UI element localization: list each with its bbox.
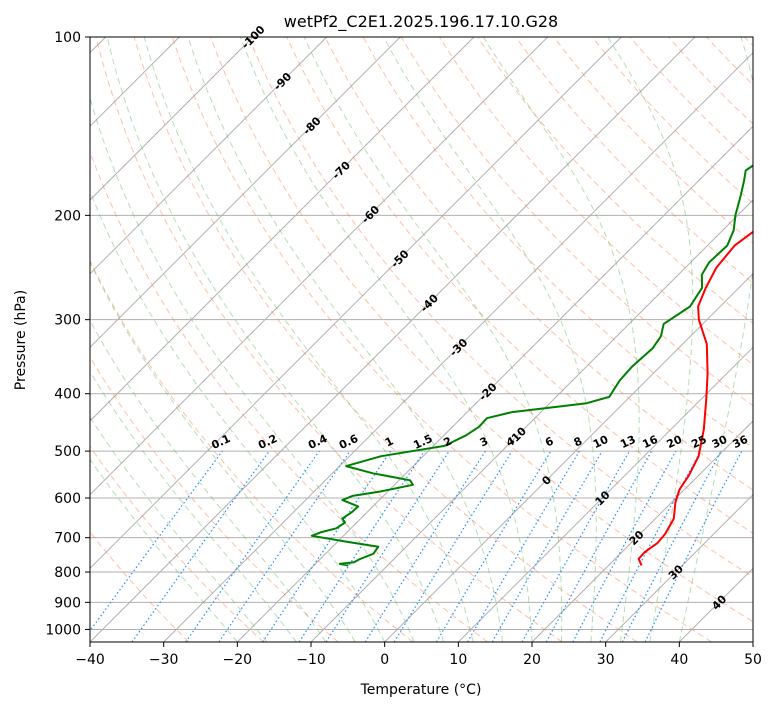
plot-frame	[89, 36, 754, 643]
dry-adiabat-line	[133, 37, 638, 642]
mixing-ratio-line	[521, 450, 631, 642]
y-tick-label: 200	[54, 208, 81, 224]
y-tick-label: 400	[54, 387, 81, 403]
x-tick-label: 50	[744, 652, 762, 668]
mixing-ratio-line	[393, 450, 513, 642]
mixing-ratio-line	[90, 450, 223, 632]
y-tick-label: 1000	[45, 622, 81, 638]
y-tick-label: 600	[54, 491, 81, 507]
mixing-ratio-line	[572, 450, 677, 642]
x-tick-label: 0	[380, 652, 389, 668]
mixing-ratio-line	[325, 450, 450, 642]
moist-adiabat-line	[90, 416, 268, 642]
dry-adiabat-line	[362, 37, 753, 449]
moist-adiabat-line	[239, 37, 533, 642]
isotherm-line	[457, 346, 753, 642]
mixing-ratio-line	[545, 450, 653, 642]
isotherm-line	[384, 272, 753, 642]
dewpoint-profile	[310, 164, 753, 567]
dry-adiabat-line	[477, 37, 753, 325]
mixing-ratio-line	[298, 450, 425, 642]
isotherm-line	[90, 37, 401, 349]
y-tick-label: 100	[54, 30, 81, 46]
mixing-ratio-line	[218, 450, 351, 642]
isotherm-line	[90, 37, 254, 201]
x-tick-label: 10	[449, 652, 467, 668]
moist-adiabat-line	[90, 370, 297, 642]
chart-title: wetPf2_C2E1.2025.196.17.10.G28	[284, 12, 558, 32]
mixing-ratio-label: 10	[591, 433, 611, 451]
moist-adiabat-line	[106, 37, 445, 642]
x-tick-label: −30	[149, 652, 179, 668]
temperature-profile	[637, 230, 753, 566]
y-tick-label: 800	[54, 565, 81, 581]
moist-adiabat-line	[482, 37, 640, 642]
moist-adiabat-line	[678, 37, 753, 642]
mixing-ratio-line	[131, 450, 270, 642]
mixing-ratio-label: 25	[689, 433, 708, 451]
background-lines	[90, 37, 753, 642]
mixing-ratio-label: 13	[618, 433, 637, 451]
moist-adiabat-line	[90, 319, 327, 642]
isotherm-line	[90, 37, 622, 570]
moist-adiabat-line	[383, 37, 597, 642]
dry-adiabat-line	[90, 445, 264, 642]
isotherm-line	[90, 37, 475, 422]
dry-adiabat-line	[629, 37, 753, 165]
isotherm-line	[90, 37, 549, 496]
y-tick-label: 500	[54, 444, 81, 460]
isotherm-line	[163, 51, 753, 642]
dry-adiabat-line	[90, 259, 414, 642]
moist-adiabat-line	[90, 458, 238, 642]
sounding-series	[310, 164, 753, 567]
dry-adiabat-line	[591, 37, 753, 204]
plot-area	[90, 37, 753, 642]
isotherm-line	[605, 493, 753, 642]
dry-adiabat-line	[95, 37, 563, 642]
mixing-ratio-label: 16	[640, 433, 660, 451]
moist-adiabat-line	[90, 260, 356, 642]
mixing-ratio-label: 20	[665, 433, 685, 451]
isotherm-line	[90, 37, 696, 642]
isotherm-line	[531, 420, 753, 642]
axis-ticks: −40 −30 −20 −10 0 10 20 30 40 50 100 200 300 400 500 60…	[45, 30, 762, 668]
moist-adiabat-line	[187, 37, 503, 642]
moist-adiabat-line	[90, 189, 386, 642]
x-tick-label: 20	[523, 652, 541, 668]
isotherm-line	[90, 37, 328, 275]
y-tick-label: 300	[54, 313, 81, 329]
x-tick-label: −10	[296, 652, 326, 668]
y-tick-label: 700	[54, 531, 81, 547]
dry-adiabat-line	[248, 37, 753, 578]
x-axis-label: Temperature (°C)	[360, 682, 482, 698]
mixing-ratio-line	[185, 450, 320, 642]
mixing-ratio-line	[644, 450, 743, 642]
moist-adiabat-line	[90, 96, 415, 642]
mixing-ratio-label: 36	[731, 433, 751, 451]
dry-adiabat-line	[324, 37, 753, 491]
y-tick-label: 900	[54, 595, 81, 611]
dry-adiabat-line	[171, 37, 712, 642]
dry-adiabat-line	[210, 37, 753, 623]
dry-adiabat-line	[400, 37, 753, 407]
mixing-ratio-label: 30	[710, 433, 730, 451]
y-axis-label: Pressure (hPa)	[13, 290, 29, 390]
dry-adiabat-line	[515, 37, 753, 284]
x-tick-label: 40	[670, 652, 688, 668]
moist-adiabat-line	[143, 37, 474, 642]
moist-adiabat-line	[607, 37, 694, 642]
moist-adiabat-line	[303, 37, 563, 642]
x-tick-label: 30	[597, 652, 615, 668]
x-tick-label: −20	[223, 652, 253, 668]
x-tick-label: −40	[75, 652, 105, 668]
